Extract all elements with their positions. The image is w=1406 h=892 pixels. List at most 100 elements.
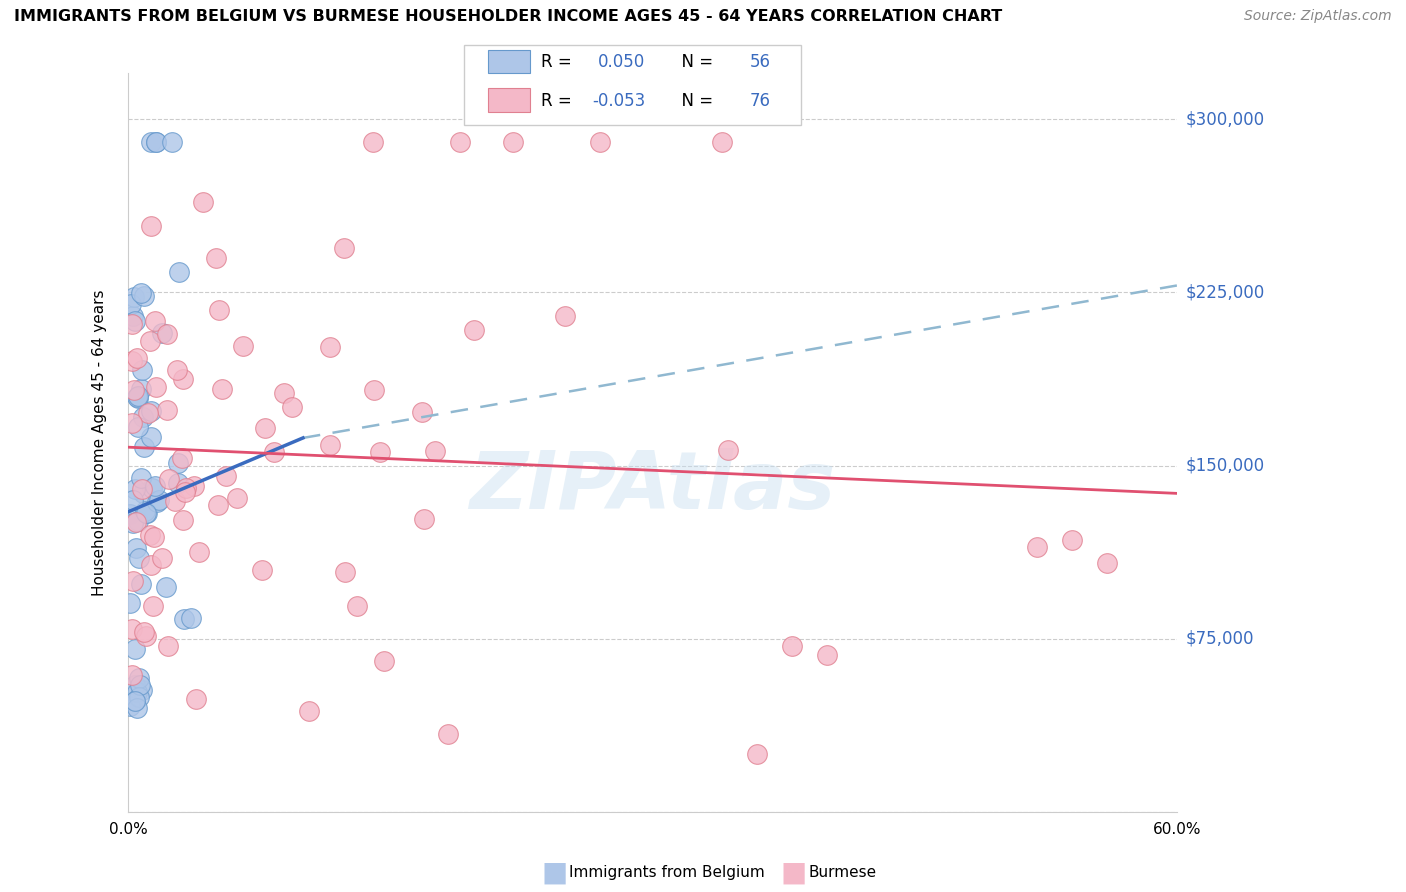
- Point: [122, 383, 145, 397]
- Point: [172, 372, 194, 386]
- Text: 56: 56: [749, 54, 770, 71]
- Point: [129, 471, 152, 485]
- Point: [180, 610, 202, 624]
- Point: [208, 302, 231, 317]
- Point: [150, 326, 173, 341]
- Point: [121, 416, 143, 430]
- Point: [134, 440, 156, 454]
- Point: [273, 386, 295, 401]
- Point: [145, 136, 167, 150]
- Point: [139, 219, 162, 233]
- Point: [463, 323, 485, 337]
- Point: [132, 485, 155, 500]
- Point: [373, 654, 395, 668]
- Point: [332, 242, 354, 256]
- Point: [156, 403, 179, 417]
- Point: [502, 136, 524, 150]
- Point: [127, 389, 149, 403]
- Text: Burmese: Burmese: [808, 865, 876, 880]
- Point: [125, 685, 148, 699]
- Point: [436, 727, 458, 741]
- Point: [118, 508, 141, 522]
- Text: -0.053: -0.053: [592, 92, 645, 110]
- Text: ■: ■: [541, 858, 568, 887]
- Point: [319, 340, 342, 354]
- Point: [425, 443, 447, 458]
- Point: [156, 326, 179, 341]
- Text: N =: N =: [671, 54, 718, 71]
- Text: $300,000: $300,000: [1185, 111, 1264, 128]
- Point: [120, 297, 142, 311]
- Point: [589, 136, 612, 150]
- Point: [207, 498, 229, 512]
- Point: [142, 599, 165, 614]
- Point: [135, 506, 157, 520]
- Point: [717, 443, 740, 458]
- Point: [131, 483, 153, 497]
- Point: [128, 671, 150, 685]
- Point: [129, 577, 152, 591]
- Point: [167, 456, 190, 470]
- Text: $150,000: $150,000: [1185, 457, 1264, 475]
- Point: [131, 382, 153, 396]
- Point: [145, 380, 167, 394]
- Point: [188, 545, 211, 559]
- Text: 76: 76: [749, 92, 770, 110]
- Point: [135, 629, 157, 643]
- Point: [143, 479, 166, 493]
- Point: [121, 574, 143, 588]
- Point: [1095, 556, 1118, 570]
- Point: [121, 317, 143, 331]
- Point: [215, 469, 238, 483]
- Point: [128, 690, 150, 704]
- Point: [172, 512, 194, 526]
- Point: [411, 405, 433, 419]
- Text: Immigrants from Belgium: Immigrants from Belgium: [569, 865, 765, 880]
- Point: [167, 265, 190, 279]
- Point: [129, 678, 152, 692]
- Point: [124, 642, 146, 657]
- Point: [122, 290, 145, 304]
- Point: [132, 289, 155, 303]
- Point: [319, 437, 342, 451]
- Point: [121, 623, 143, 637]
- Point: [253, 421, 276, 435]
- Point: [124, 694, 146, 708]
- Point: [124, 482, 146, 496]
- Point: [449, 136, 471, 150]
- Point: [127, 390, 149, 404]
- Point: [250, 563, 273, 577]
- Point: [127, 420, 149, 434]
- Point: [122, 516, 145, 531]
- Point: [136, 406, 159, 420]
- Text: Source: ZipAtlas.com: Source: ZipAtlas.com: [1244, 9, 1392, 23]
- Point: [124, 694, 146, 708]
- Point: [157, 472, 180, 486]
- Text: $75,000: $75,000: [1185, 630, 1254, 648]
- Point: [125, 515, 148, 529]
- Point: [132, 625, 155, 640]
- Y-axis label: Householder Income Ages 45 - 64 years: Householder Income Ages 45 - 64 years: [93, 289, 107, 596]
- Point: [139, 334, 162, 348]
- Point: [122, 493, 145, 508]
- Point: [155, 580, 177, 594]
- Point: [143, 530, 166, 544]
- Point: [127, 351, 149, 366]
- Point: [134, 504, 156, 518]
- Point: [129, 286, 152, 301]
- Point: [138, 527, 160, 541]
- Point: [166, 475, 188, 490]
- Point: [141, 481, 163, 495]
- Point: [139, 404, 162, 418]
- Point: [186, 692, 208, 706]
- Text: 0.050: 0.050: [598, 54, 645, 71]
- Point: [127, 514, 149, 528]
- Point: [124, 678, 146, 692]
- Text: ZIPAtlas: ZIPAtlas: [470, 448, 835, 526]
- Point: [118, 699, 141, 714]
- Point: [148, 493, 170, 508]
- Point: [131, 409, 153, 424]
- Point: [128, 550, 150, 565]
- Point: [226, 491, 249, 506]
- Point: [263, 445, 285, 459]
